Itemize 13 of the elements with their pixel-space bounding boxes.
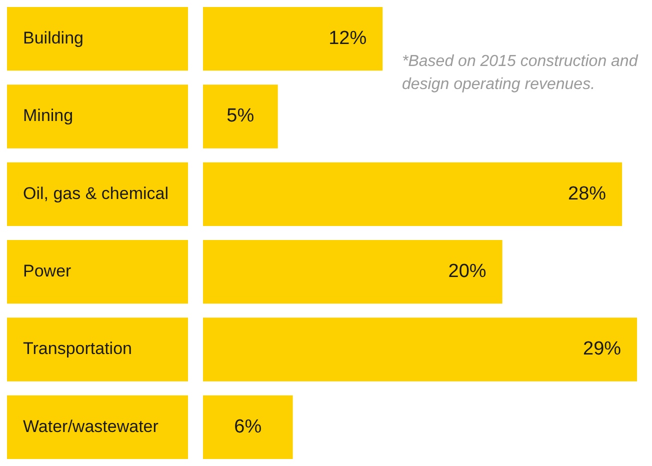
data-label: 28% <box>568 183 606 204</box>
y-tick-label: Oil, gas & chemical <box>23 184 168 203</box>
y-tick-label: Transportation <box>23 339 132 358</box>
data-label: 20% <box>448 261 486 282</box>
y-tick-label: Mining <box>23 106 74 126</box>
y-tick-label: Water/wastewater <box>23 416 159 436</box>
y-tick-label: Power <box>23 262 72 281</box>
data-label: 5% <box>226 106 254 127</box>
annotation: *Based on 2015 construction and design operating revenues. <box>402 52 640 95</box>
data-label: 12% <box>328 28 367 50</box>
data-label: 6% <box>234 416 262 438</box>
data-label: 29% <box>583 338 622 360</box>
y-tick-label: Building <box>23 28 84 48</box>
